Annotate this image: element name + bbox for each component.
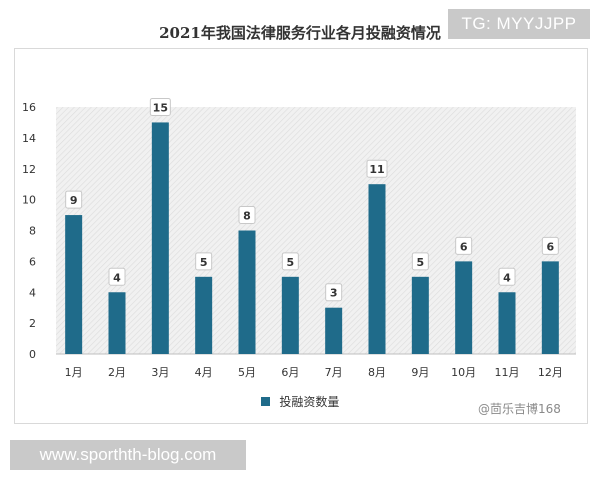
x-tick-label: 2月 — [108, 366, 126, 379]
data-label-box — [238, 206, 256, 224]
legend-label: 投融资数量 — [279, 395, 340, 409]
chart-title: 2021年我国法律服务行业各月投融资情况 — [159, 24, 441, 42]
data-label: 6 — [460, 240, 468, 253]
data-label-box — [455, 236, 473, 255]
data-label-box — [195, 252, 213, 271]
x-tick-label: 1月 — [65, 366, 83, 379]
y-tick-label: 16 — [22, 101, 36, 114]
legend-swatch — [260, 397, 270, 406]
data-label: 15 — [153, 101, 168, 114]
y-tick-label: 12 — [22, 163, 36, 176]
top-watermark-badge: TG: MYYJJPP — [448, 9, 590, 39]
y-tick-label: 4 — [29, 286, 36, 299]
data-label-box — [65, 190, 83, 209]
plot-area — [56, 107, 576, 354]
bottom-watermark-badge: www.sporthth-blog.com — [10, 440, 246, 470]
x-tick-label: 6月 — [281, 366, 299, 379]
y-tick-label: 10 — [22, 194, 36, 207]
x-tick-label: 10月 — [451, 366, 476, 379]
data-label: 5 — [417, 256, 425, 269]
bar — [411, 276, 429, 354]
data-label: 6 — [547, 240, 555, 253]
data-label: 3 — [330, 287, 338, 300]
data-label-box — [541, 236, 559, 255]
y-tick-label: 0 — [29, 348, 36, 361]
data-label: 4 — [113, 271, 121, 284]
data-label: 9 — [70, 194, 78, 207]
legend: 投融资数量 — [0, 393, 600, 410]
x-tick-label: 4月 — [195, 366, 213, 379]
data-label: 8 — [243, 210, 251, 223]
x-tick-label: 3月 — [151, 366, 169, 379]
data-label-box — [498, 267, 516, 286]
bar — [325, 307, 343, 354]
y-tick-label: 8 — [29, 225, 36, 238]
data-label-box — [325, 283, 343, 302]
bar — [238, 230, 256, 354]
data-label: 5 — [200, 256, 208, 269]
bar — [151, 122, 169, 354]
bar — [368, 184, 386, 354]
data-label: 11 — [369, 163, 384, 176]
data-label-box — [149, 97, 171, 116]
y-tick-label: 6 — [29, 255, 36, 268]
x-tick-label: 8月 — [368, 366, 386, 379]
bar — [498, 292, 516, 354]
data-label-box — [411, 252, 429, 271]
x-tick-label: 12月 — [538, 366, 563, 379]
data-label-box — [366, 159, 388, 178]
data-label-box — [281, 252, 299, 271]
x-tick-label: 9月 — [411, 366, 429, 379]
y-tick-label: 2 — [29, 317, 36, 330]
bar — [455, 261, 473, 354]
x-tick-label: 5月 — [238, 366, 256, 379]
x-tick-label: 7月 — [325, 366, 343, 379]
bar — [541, 261, 559, 354]
bar — [108, 292, 126, 354]
data-label: 5 — [287, 256, 295, 269]
x-tick-label: 11月 — [495, 366, 520, 379]
bar — [281, 276, 299, 354]
bar — [195, 276, 213, 354]
data-label: 4 — [503, 271, 511, 284]
data-label-box — [108, 267, 126, 286]
bar — [65, 215, 83, 354]
y-tick-label: 14 — [22, 132, 36, 145]
watermark-text: @茴乐吉博168 — [478, 402, 561, 416]
